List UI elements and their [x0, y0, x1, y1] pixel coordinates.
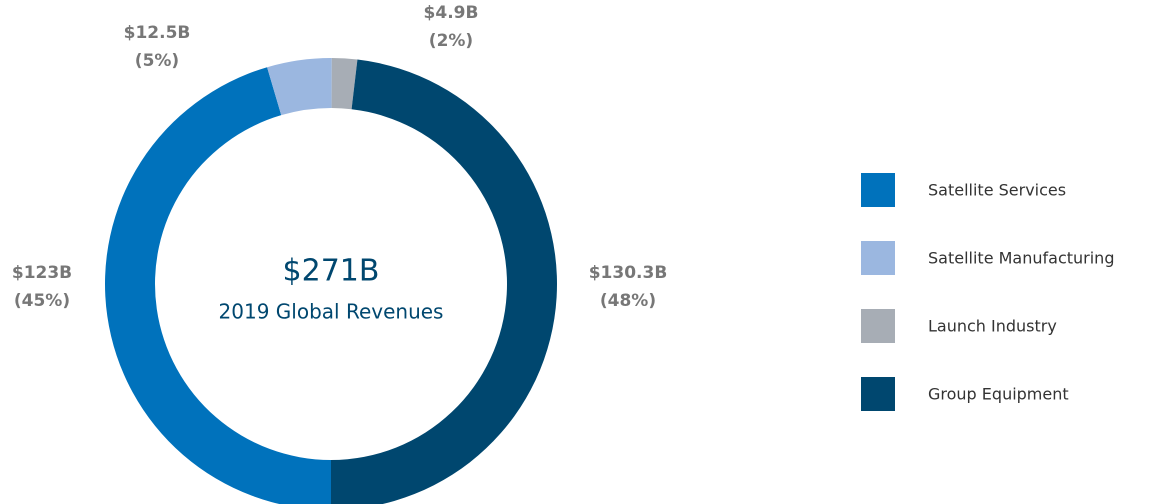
- legend-label: Satellite Services: [928, 181, 1066, 200]
- value-label: $4.9B: [424, 3, 479, 23]
- legend-swatch: [861, 241, 895, 275]
- value-label: $130.3B: [589, 263, 668, 283]
- share-label: (48%): [600, 291, 656, 311]
- legend-label: Satellite Manufacturing: [928, 249, 1114, 268]
- legend-swatch: [861, 377, 895, 411]
- donut-segment: [105, 67, 331, 504]
- share-label: (45%): [14, 291, 70, 311]
- legend-swatch: [861, 173, 895, 207]
- donut-segment: [267, 58, 332, 116]
- center-subtitle: 2019 Global Revenues: [219, 300, 444, 324]
- share-label: (5%): [135, 51, 179, 71]
- donut-segment: [331, 58, 358, 110]
- donut-segment: [331, 59, 557, 504]
- legend-label: Group Equipment: [928, 385, 1069, 404]
- legend-label: Launch Industry: [928, 317, 1057, 336]
- value-label: $123B: [12, 263, 72, 283]
- legend-swatch: [861, 309, 895, 343]
- center-title: $271B: [283, 254, 380, 289]
- value-label: $12.5B: [124, 23, 191, 43]
- share-label: (2%): [429, 31, 473, 51]
